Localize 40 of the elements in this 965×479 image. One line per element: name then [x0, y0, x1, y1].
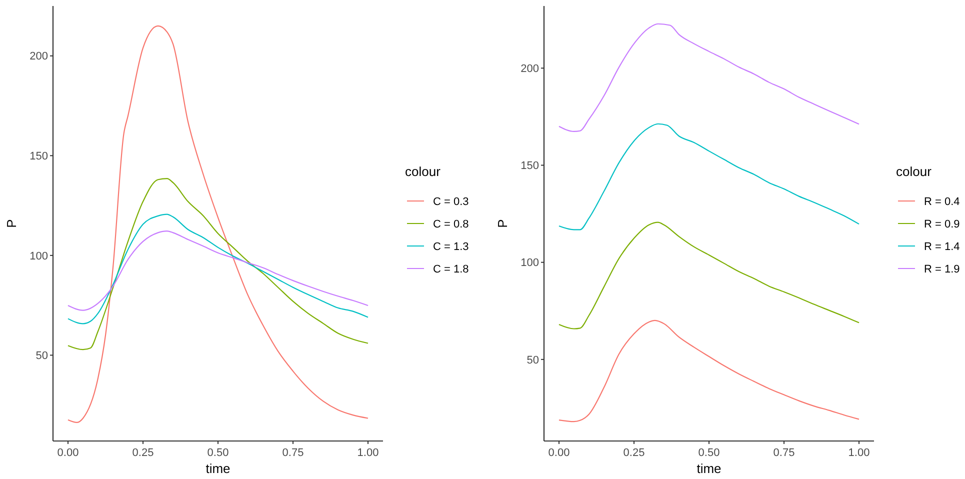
x-tick-label: 0.00: [548, 447, 570, 459]
y-tick-label: 150: [520, 160, 539, 172]
y-tick-label: 200: [30, 50, 48, 63]
line-series: [67, 25, 369, 423]
x-tick-label: 0.75: [773, 447, 795, 459]
line-series: [558, 320, 860, 422]
legend-label: C = 0.3: [433, 196, 469, 208]
x-tick-label: 0.25: [132, 447, 154, 459]
x-tick-label: 0.00: [57, 447, 79, 459]
y-tick-label: 100: [30, 250, 48, 262]
legend-label: R = 0.9: [924, 218, 960, 230]
y-tick-label: 50: [36, 350, 48, 362]
line-series: [558, 123, 860, 230]
legend-label: C = 1.8: [433, 263, 469, 276]
line-series: [558, 23, 860, 132]
x-axis-title: time: [206, 461, 230, 476]
y-tick-label: 50: [526, 354, 539, 366]
x-tick-label: 0.75: [282, 447, 304, 459]
x-tick-label: 0.25: [623, 447, 645, 459]
legend-label: C = 1.3: [433, 240, 469, 253]
y-axis-title: P: [4, 219, 19, 228]
y-tick-label: 100: [520, 257, 539, 270]
legend-title: colour: [896, 164, 932, 179]
x-tick-label: 1.00: [848, 447, 870, 459]
legend-label: R = 0.4: [924, 196, 960, 208]
legend-title: colour: [405, 164, 442, 179]
legend-label: C = 0.8: [433, 218, 469, 230]
legend-label: R = 1.4: [924, 240, 960, 253]
x-axis-title: time: [696, 461, 722, 476]
x-tick-label: 0.50: [207, 447, 229, 459]
y-tick-label: 150: [30, 150, 48, 163]
line-series: [67, 178, 369, 350]
line-series: [67, 214, 369, 324]
x-tick-label: 1.00: [357, 447, 379, 459]
line-series: [558, 222, 860, 330]
x-tick-label: 0.50: [698, 447, 720, 459]
line-series: [67, 230, 369, 311]
y-tick-label: 200: [520, 62, 539, 75]
legend-label: R = 1.9: [924, 263, 960, 276]
y-axis-title: P: [495, 219, 510, 228]
